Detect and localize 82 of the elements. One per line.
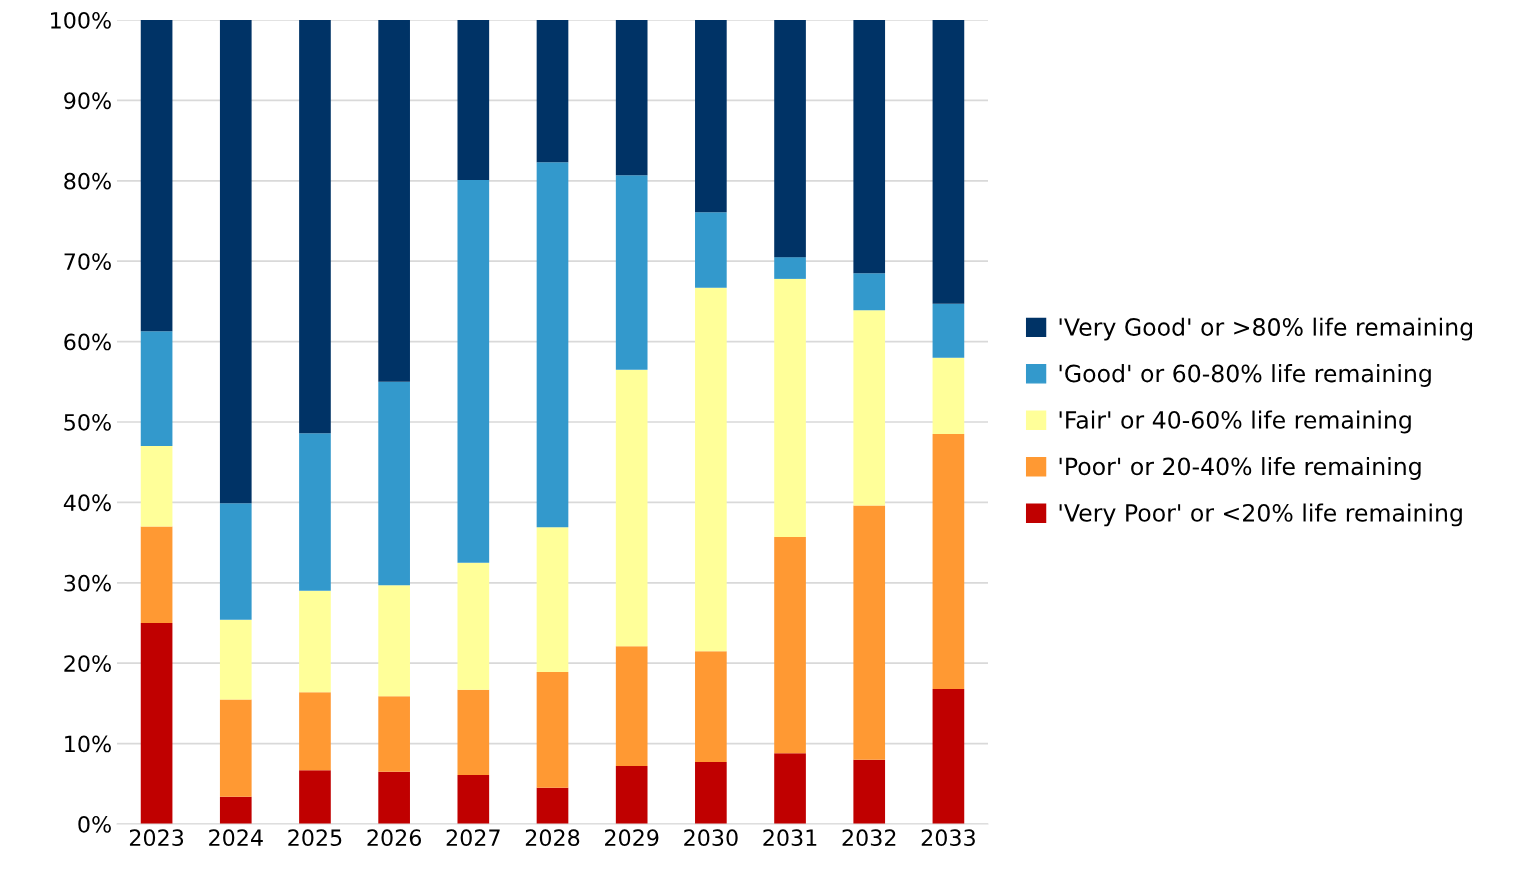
bar <box>932 434 965 689</box>
y-tick-label: 70% <box>64 253 111 270</box>
bar <box>457 180 490 563</box>
bar <box>457 562 490 690</box>
bar <box>932 20 965 304</box>
x-tick-label: 2024 <box>209 829 263 847</box>
bar <box>536 20 569 163</box>
y-tick-label: 30% <box>64 574 111 592</box>
bar <box>299 692 331 771</box>
bar <box>932 303 965 358</box>
bar <box>140 526 173 623</box>
bar <box>774 257 806 279</box>
legend-label: 'Very Poor' or <20% life remaining <box>1059 503 1462 527</box>
bar <box>140 331 173 447</box>
bar <box>695 287 727 652</box>
bar <box>219 699 252 797</box>
x-tick-label: 2032 <box>842 829 896 847</box>
bar <box>378 696 410 772</box>
bar <box>774 536 806 754</box>
y-tick-label: 80% <box>64 172 111 190</box>
x-tick-label: 2028 <box>525 829 580 847</box>
y-tick-label: 10% <box>65 735 111 753</box>
bar <box>615 369 648 647</box>
bar <box>299 433 331 591</box>
bar <box>457 20 490 180</box>
bar <box>853 759 886 824</box>
x-tick-label: 2029 <box>605 829 659 847</box>
x-tick-label: 2030 <box>684 829 738 847</box>
bar <box>615 20 648 176</box>
bar <box>932 688 965 824</box>
bar <box>378 381 410 586</box>
y-tick-label: 100% <box>51 11 111 29</box>
bar <box>219 619 252 700</box>
x-tick-label: 2025 <box>288 829 342 847</box>
bar <box>378 20 410 382</box>
bar <box>140 446 173 527</box>
bar <box>536 527 569 673</box>
x-tick-label: 2031 <box>763 829 817 847</box>
bar <box>853 505 886 760</box>
bar <box>536 162 569 528</box>
legend-label: 'Very Good' or >80% life remaining <box>1059 317 1473 341</box>
bar <box>615 766 648 824</box>
y-tick-label: 0% <box>78 815 111 833</box>
y-tick-label: 20% <box>64 655 111 672</box>
bar <box>219 796 252 824</box>
x-tick-label: 2023 <box>129 829 184 847</box>
bar <box>615 175 648 370</box>
x-tick-label: 2026 <box>367 829 422 847</box>
bar <box>853 20 886 274</box>
bar <box>774 278 806 537</box>
legend-label: 'Good' or 60-80% life remaining <box>1059 364 1431 387</box>
bar <box>299 770 331 824</box>
x-tick-label: 2033 <box>921 829 975 847</box>
bar <box>774 20 806 258</box>
bar <box>615 646 648 767</box>
bar <box>457 689 490 775</box>
y-tick-label: 90% <box>64 92 111 110</box>
bar <box>695 20 727 213</box>
bar <box>695 762 727 824</box>
bar <box>299 590 331 693</box>
bar <box>219 20 252 504</box>
bar <box>695 212 727 288</box>
y-tick-label: 50% <box>64 413 111 431</box>
bar <box>140 623 173 824</box>
bar <box>140 20 173 332</box>
bar <box>219 503 252 620</box>
bar <box>378 585 410 697</box>
bar <box>932 357 965 435</box>
bar <box>536 787 569 824</box>
bar <box>774 753 806 824</box>
y-tick-label: 60% <box>64 333 111 351</box>
bar <box>853 310 886 506</box>
legend-label: 'Fair' or 40-60% life remaining <box>1059 410 1411 434</box>
bar <box>853 273 886 311</box>
bar <box>299 20 331 434</box>
bar <box>536 672 569 788</box>
bar <box>457 774 490 824</box>
legend-label: 'Poor' or 20-40% life remaining <box>1059 457 1421 480</box>
x-tick-label: 2027 <box>446 829 500 847</box>
y-tick-label: 40% <box>63 494 111 512</box>
bar <box>695 651 727 763</box>
bar <box>378 771 410 824</box>
